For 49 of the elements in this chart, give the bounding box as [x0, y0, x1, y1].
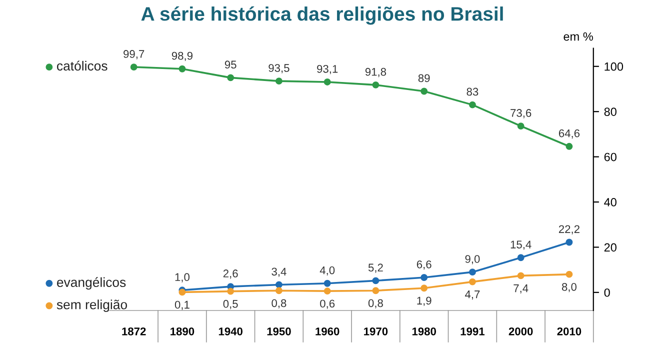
- x-tick-label: 1950: [267, 327, 291, 336]
- data-label: 22,2: [558, 225, 580, 234]
- y-tick-label: 80: [604, 108, 616, 116]
- legend-label: católicos: [57, 60, 108, 71]
- data-label: 99,7: [124, 50, 144, 60]
- data-label: 64,6: [558, 129, 580, 139]
- data-label: 5,2: [368, 264, 383, 273]
- x-tick-label: 1960: [316, 327, 340, 336]
- legend-label: evangélicos: [57, 277, 126, 290]
- y-tick-label: 0: [604, 288, 610, 297]
- y-tick-label: 20: [604, 243, 616, 252]
- data-label: 0,6: [320, 300, 335, 309]
- data-label: 4,7: [464, 290, 480, 300]
- data-label: 9,0: [465, 255, 480, 264]
- data-label: 0,1: [174, 300, 190, 310]
- data-label: 93,5: [268, 64, 290, 74]
- data-label: 4,0: [320, 266, 335, 276]
- x-tick-label: 1980: [412, 327, 436, 336]
- data-label: 1,9: [417, 296, 432, 306]
- x-tick-label: 1872: [122, 327, 146, 336]
- y-tick-label: 100: [604, 62, 624, 71]
- data-label: 95: [224, 60, 236, 69]
- data-label: 89: [418, 74, 430, 82]
- data-label: 3,4: [272, 268, 286, 277]
- x-tick-label: 1970: [364, 327, 388, 336]
- data-label: 98,9: [172, 52, 192, 62]
- y-tick-label: 40: [604, 198, 616, 206]
- data-label: 8,0: [562, 282, 576, 292]
- legend-label: sem religião: [56, 300, 128, 312]
- data-label: 15,4: [510, 240, 532, 250]
- x-tick-label: 1991: [460, 327, 485, 336]
- data-label: 1,0: [175, 273, 190, 282]
- x-tick-label: 1890: [170, 327, 194, 336]
- data-label: 6,6: [416, 260, 432, 270]
- y-axis-title: em %: [564, 32, 593, 41]
- data-label: 91,8: [365, 68, 386, 78]
- data-label: 0,8: [368, 299, 383, 308]
- chart-title: A série histórica das religiões no Brasil: [141, 6, 503, 25]
- data-label: 83: [466, 88, 478, 96]
- data-label: 7,4: [514, 284, 528, 294]
- y-tick-label: 60: [604, 152, 616, 162]
- x-tick-label: 1940: [218, 327, 242, 336]
- data-label: 73,6: [510, 109, 532, 118]
- data-label: 0,5: [223, 300, 238, 310]
- x-tick-label: 2010: [557, 327, 582, 336]
- x-tick-label: 2000: [508, 327, 533, 336]
- data-label: 0,8: [272, 299, 286, 308]
- data-label: 93,1: [317, 64, 338, 74]
- data-label: 2,6: [223, 270, 238, 279]
